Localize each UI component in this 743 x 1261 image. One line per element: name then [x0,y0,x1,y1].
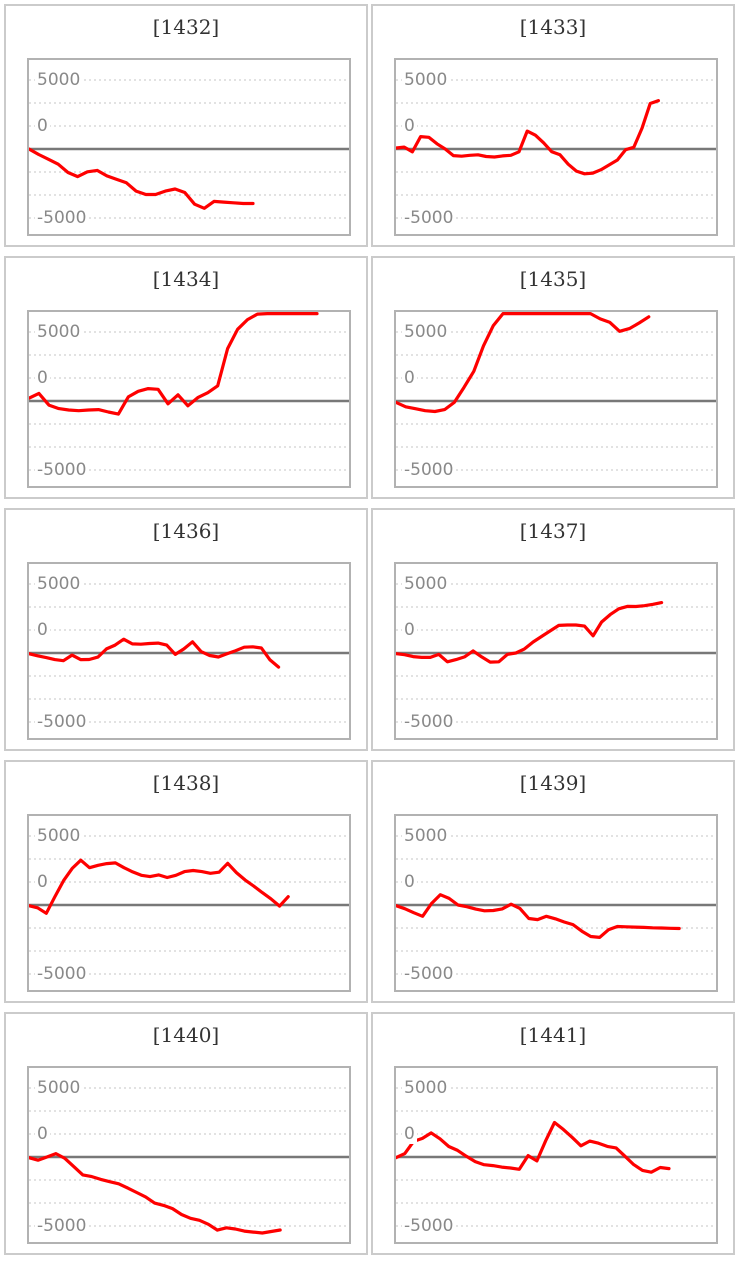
data-line [396,312,651,414]
ytick-0: 0 [402,116,417,136]
panel-title: [1432] [152,15,220,39]
ytick-0: 0 [35,620,50,640]
ytick-5000: 5000 [35,322,83,342]
data-line [29,1151,282,1235]
panel-title: [1434] [152,267,220,291]
chart-plot-area: 5000 0 -5000 [27,58,351,236]
line-chart [396,835,716,975]
ytick-0: 0 [35,1124,50,1144]
line-chart [29,1087,349,1235]
chart-plot-area: 5000 0 -5000 [27,310,351,488]
line-chart [396,1087,716,1227]
line-chart [29,79,349,219]
ytick-5000: 5000 [402,322,450,342]
chart-panel: [1439] 5000 0 -5000 [371,760,735,1003]
chart-panel: [1440] 5000 0 -5000 [4,1012,368,1255]
panel-title: [1441] [519,1023,587,1047]
ytick-0: 0 [35,116,50,136]
data-line [29,637,281,669]
chart-panel: [1438] 5000 0 -5000 [4,760,368,1003]
chart-panel: [1441] 5000 0 -5000 [371,1012,735,1255]
panel-title: [1437] [519,519,587,543]
ytick-5000: 5000 [35,574,83,594]
ytick-neg5000: -5000 [402,964,456,984]
chart-plot-area: 5000 0 -5000 [27,1066,351,1244]
data-line [396,600,664,664]
ytick-0: 0 [35,368,50,388]
ytick-neg5000: -5000 [35,964,89,984]
ytick-5000: 5000 [35,1078,83,1098]
ytick-0: 0 [402,1124,417,1144]
panel-title: [1436] [152,519,220,543]
data-line [29,312,319,416]
chart-plot-area: 5000 0 -5000 [394,58,718,236]
ytick-neg5000: -5000 [35,460,89,480]
ytick-neg5000: -5000 [402,460,456,480]
data-line [29,858,290,915]
chart-panel: [1437] 5000 0 -5000 [371,508,735,751]
ytick-5000: 5000 [402,1078,450,1098]
line-chart [29,835,349,975]
chart-panel: [1432] 5000 0 -5000 [4,4,368,247]
data-line [396,99,660,176]
ytick-neg5000: -5000 [402,1216,456,1236]
chart-plot-area: 5000 0 -5000 [27,562,351,740]
ytick-0: 0 [402,368,417,388]
line-chart [396,79,716,219]
chart-plot-area: 5000 0 -5000 [27,814,351,992]
ytick-5000: 5000 [402,826,450,846]
ytick-neg5000: -5000 [402,712,456,732]
line-chart [29,312,349,471]
ytick-5000: 5000 [402,574,450,594]
ytick-5000: 5000 [35,826,83,846]
ytick-5000: 5000 [35,70,83,90]
ytick-0: 0 [402,872,417,892]
ytick-0: 0 [35,872,50,892]
chart-plot-area: 5000 0 -5000 [394,310,718,488]
chart-panel: [1433] 5000 0 -5000 [371,4,735,247]
ytick-neg5000: -5000 [402,208,456,228]
ytick-0: 0 [402,620,417,640]
ytick-5000: 5000 [402,70,450,90]
panel-title: [1439] [519,771,587,795]
ytick-neg5000: -5000 [35,208,89,228]
data-line [29,147,255,210]
chart-panel: [1434] 5000 0 -5000 [4,256,368,499]
chart-plot-area: 5000 0 -5000 [394,562,718,740]
panel-title: [1433] [519,15,587,39]
panel-title: [1438] [152,771,220,795]
chart-panel: [1435] 5000 0 -5000 [371,256,735,499]
panel-title: [1440] [152,1023,220,1047]
chart-plot-area: 5000 0 -5000 [394,814,718,992]
chart-plot-area: 5000 0 -5000 [394,1066,718,1244]
ytick-neg5000: -5000 [35,712,89,732]
ytick-neg5000: -5000 [35,1216,89,1236]
chart-panel: [1436] 5000 0 -5000 [4,508,368,751]
data-line [396,893,681,940]
panel-title: [1435] [519,267,587,291]
line-chart [396,312,716,471]
line-chart [396,583,716,723]
data-line [396,1120,671,1174]
line-chart [29,583,349,723]
